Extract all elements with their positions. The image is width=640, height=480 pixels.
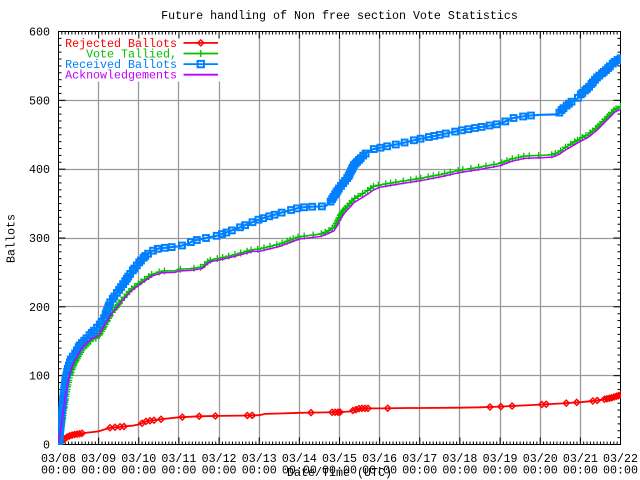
svg-text:400: 400 (29, 163, 50, 177)
svg-text:03/12: 03/12 (202, 452, 237, 466)
svg-text:00:00: 00:00 (362, 464, 397, 478)
svg-text:03/20: 03/20 (523, 452, 558, 466)
svg-text:03/18: 03/18 (442, 452, 477, 466)
svg-text:500: 500 (29, 94, 50, 108)
svg-text:0: 0 (43, 439, 50, 453)
svg-text:03/09: 03/09 (81, 452, 116, 466)
svg-text:Vote Tallied,: Vote Tallied, (86, 48, 177, 62)
svg-text:03/22: 03/22 (603, 452, 638, 466)
svg-text:03/08: 03/08 (41, 452, 76, 466)
svg-text:00:00: 00:00 (563, 464, 598, 478)
svg-text:00:00: 00:00 (81, 464, 116, 478)
svg-text:03/19: 03/19 (483, 452, 518, 466)
svg-text:Date/Time (UTC): Date/Time (UTC) (287, 466, 392, 480)
svg-text:600: 600 (29, 26, 50, 40)
svg-text:03/21: 03/21 (563, 452, 598, 466)
svg-text:03/16: 03/16 (362, 452, 397, 466)
svg-text:00:00: 00:00 (603, 464, 638, 478)
svg-text:03/10: 03/10 (121, 452, 156, 466)
svg-text:00:00: 00:00 (402, 464, 437, 478)
svg-text:00:00: 00:00 (121, 464, 156, 478)
svg-text:Rejected Ballots: Rejected Ballots (65, 37, 177, 51)
svg-text:03/14: 03/14 (282, 452, 317, 466)
svg-text:100: 100 (29, 370, 50, 384)
svg-text:200: 200 (29, 301, 50, 315)
svg-text:00:00: 00:00 (202, 464, 237, 478)
svg-text:Received Ballots: Received Ballots (65, 58, 177, 72)
svg-text:00:00: 00:00 (483, 464, 518, 478)
svg-text:Future handling of Non free se: Future handling of Non free section Vote… (161, 9, 518, 23)
svg-text:Acknowledgements: Acknowledgements (65, 69, 177, 83)
svg-text:Ballots: Ballots (5, 214, 19, 263)
svg-text:00:00: 00:00 (242, 464, 277, 478)
svg-text:00:00: 00:00 (523, 464, 558, 478)
svg-text:03/17: 03/17 (402, 452, 437, 466)
svg-text:00:00: 00:00 (322, 464, 357, 478)
svg-text:00:00: 00:00 (282, 464, 317, 478)
svg-text:00:00: 00:00 (442, 464, 477, 478)
svg-text:03/11: 03/11 (161, 452, 196, 466)
svg-text:00:00: 00:00 (41, 464, 76, 478)
svg-text:300: 300 (29, 232, 50, 246)
svg-text:03/15: 03/15 (322, 452, 357, 466)
svg-text:00:00: 00:00 (161, 464, 196, 478)
svg-text:03/13: 03/13 (242, 452, 277, 466)
